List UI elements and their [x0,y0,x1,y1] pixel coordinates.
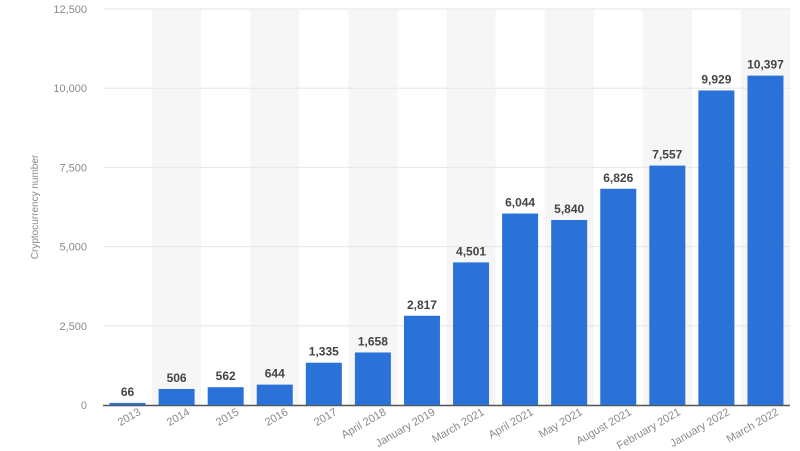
bar [158,388,195,405]
background-band [348,9,398,405]
data-label: 10,397 [747,58,784,72]
x-tick-label: 2015 [214,406,241,429]
data-label: 562 [216,369,236,383]
data-label: 9,929 [701,72,731,86]
y-tick-label: 10,000 [53,83,87,95]
data-label: 644 [265,367,285,381]
data-label: 506 [167,371,187,385]
x-tick-label: March 2021 [430,406,486,445]
data-label: 6,044 [505,196,535,210]
x-tick-label: 2016 [263,406,290,429]
bar [109,402,146,405]
data-label: 66 [121,385,135,399]
x-tick-label: March 2022 [725,406,781,445]
data-label: 7,557 [652,148,682,162]
bar [600,188,637,405]
y-tick-label: 5,000 [59,242,87,254]
bar [747,75,784,405]
data-label: 6,826 [603,171,633,185]
y-axis-label: Cryptocurrency number [30,154,41,259]
y-tick-label: 7,500 [59,162,87,174]
background-band [250,9,300,405]
x-tick-label: 2017 [312,406,339,429]
x-tick-label: 2013 [116,406,143,429]
data-label: 1,658 [358,334,388,348]
bar [207,387,244,405]
data-label: 4,501 [456,244,486,258]
bar [256,384,293,405]
data-label: 5,840 [554,202,584,216]
y-tick-label: 0 [81,400,87,412]
bar [305,362,342,405]
bar [698,90,735,405]
y-tick-label: 2,500 [59,321,87,333]
x-tick-label: April 2021 [487,406,536,441]
y-tick-label: 12,500 [53,4,87,16]
data-label: 1,335 [309,345,339,359]
x-tick-label: 2014 [165,406,192,429]
bar [453,262,490,405]
bar [403,315,440,405]
bar [502,213,539,405]
data-label: 2,817 [407,298,437,312]
bar [649,165,686,405]
background-band [152,9,202,405]
bar [354,352,391,405]
bar [551,219,588,405]
